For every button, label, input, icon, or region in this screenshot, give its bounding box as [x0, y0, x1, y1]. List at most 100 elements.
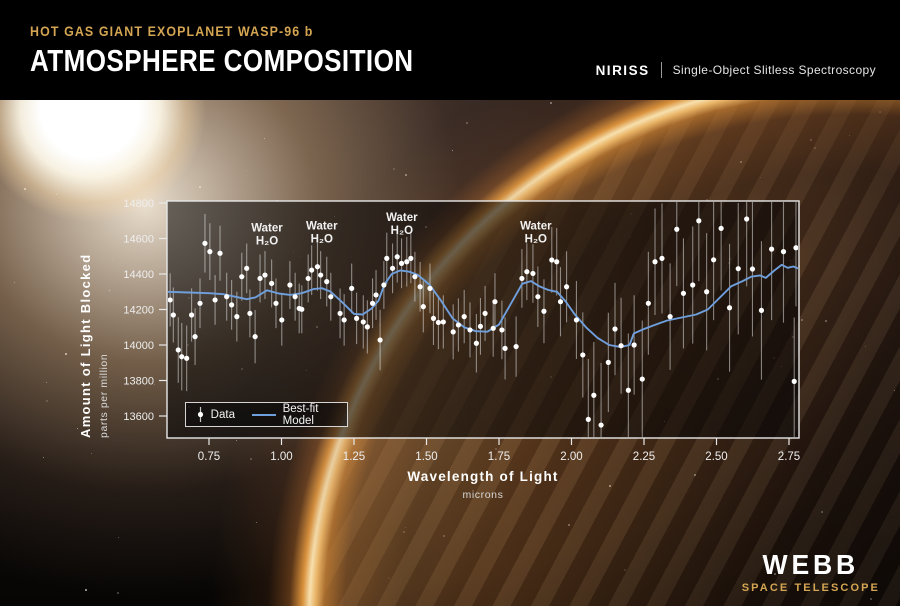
y-tick-label: 14600 [123, 234, 154, 246]
data-point [563, 284, 570, 290]
water-label-line2: H₂O [525, 234, 547, 246]
data-point [473, 340, 479, 346]
data-point [381, 282, 387, 288]
data-point [408, 255, 414, 261]
data-point [224, 294, 230, 300]
data-point [585, 416, 591, 422]
data-point [530, 270, 536, 277]
data-point [499, 327, 505, 333]
data-point [189, 312, 195, 318]
data-point [535, 294, 541, 300]
data-point [477, 323, 484, 329]
data-point [524, 269, 530, 275]
data-point [364, 324, 370, 330]
data-point [680, 290, 687, 296]
webb-logo: WEBB SPACE TELESCOPE [742, 551, 880, 595]
data-point [780, 249, 787, 255]
data-point [239, 274, 245, 280]
x-tick-label: 1.50 [415, 451, 437, 463]
data-point [328, 294, 334, 300]
data-point [292, 294, 298, 300]
chart-legend: Data Best-fit Model [185, 402, 348, 427]
data-point [744, 216, 750, 222]
data-point [377, 337, 383, 343]
data-point [197, 300, 203, 306]
data-point [252, 334, 258, 340]
y-tick-label: 13800 [123, 376, 154, 388]
data-point [704, 289, 710, 295]
water-label-line1: Water [306, 221, 338, 233]
water-label-line2: H₂O [391, 225, 413, 237]
data-point [769, 246, 775, 252]
instrument-block: NIRISS Single-Object Slitless Spectrosco… [596, 62, 876, 78]
data-point [667, 314, 673, 320]
data-point [427, 285, 433, 291]
model-line-icon [251, 413, 276, 416]
x-tick-label: 1.25 [343, 451, 365, 463]
data-point [202, 240, 208, 246]
data-point [625, 387, 631, 393]
data-point [217, 250, 223, 256]
data-point [492, 299, 498, 305]
x-tick-label: 2.75 [778, 451, 800, 463]
y-axis-title: Amount of Light Blocked [78, 253, 93, 438]
header-bar: HOT GAS GIANT EXOPLANET WASP-96 b ATMOSP… [0, 0, 900, 100]
data-point [404, 259, 410, 265]
data-point [349, 285, 355, 291]
data-point [519, 275, 525, 282]
data-point [659, 255, 665, 261]
data-marker-icon [197, 407, 204, 422]
data-point [645, 300, 651, 306]
data-point [269, 280, 275, 287]
data-point [718, 225, 724, 231]
data-point [467, 327, 473, 333]
data-point [337, 310, 343, 317]
data-point [318, 272, 324, 278]
data-point [262, 272, 268, 278]
x-axis-ticks: 0.75 1.00 1.25 1.50 1.75 2.00 2.25 2.50 2.75 [198, 438, 800, 463]
data-point [354, 315, 360, 321]
data-point [591, 392, 597, 398]
x-tick-label: 1.00 [270, 451, 292, 463]
data-point [234, 314, 240, 320]
y-tick-label: 13600 [123, 411, 154, 423]
legend-model-label: Best-fit Model [282, 402, 319, 427]
data-point [273, 300, 279, 306]
data-point [257, 275, 263, 282]
data-point [758, 307, 765, 313]
data-point [314, 264, 321, 270]
data-point [389, 265, 396, 271]
data-point [598, 422, 604, 428]
data-point [455, 322, 461, 328]
data-point [299, 306, 305, 312]
instrument-mode: Single-Object Slitless Spectroscopy [672, 63, 876, 77]
data-point [309, 267, 315, 273]
data-point [305, 275, 311, 282]
data-point [420, 304, 426, 310]
data-point [513, 343, 519, 350]
water-label-line2: H₂O [256, 235, 278, 247]
poster-kicker: HOT GAS GIANT EXOPLANET WASP-96 b [30, 24, 314, 39]
data-point [541, 308, 547, 314]
data-point [612, 326, 618, 332]
data-point [430, 315, 437, 321]
x-axis-units: microns [462, 489, 504, 501]
data-point [605, 359, 611, 365]
data-point [490, 325, 496, 331]
data-point [450, 329, 456, 335]
data-point [170, 312, 176, 318]
page-title: ATMOSPHERE COMPOSITION [30, 43, 414, 78]
data-point [287, 282, 293, 288]
data-point [229, 302, 235, 308]
data-point [557, 299, 564, 305]
data-point [554, 259, 560, 265]
data-point [212, 297, 218, 303]
y-axis-ticks: 14800 14600 14400 14200 14000 13800 13600 [123, 198, 167, 423]
water-label-line1: Water [520, 221, 552, 233]
data-point [244, 265, 250, 271]
x-tick-label: 0.75 [198, 451, 220, 463]
data-point [324, 279, 330, 285]
legend-data-label: Data [210, 408, 235, 421]
data-point [711, 257, 717, 263]
y-tick-label: 14800 [123, 198, 154, 210]
